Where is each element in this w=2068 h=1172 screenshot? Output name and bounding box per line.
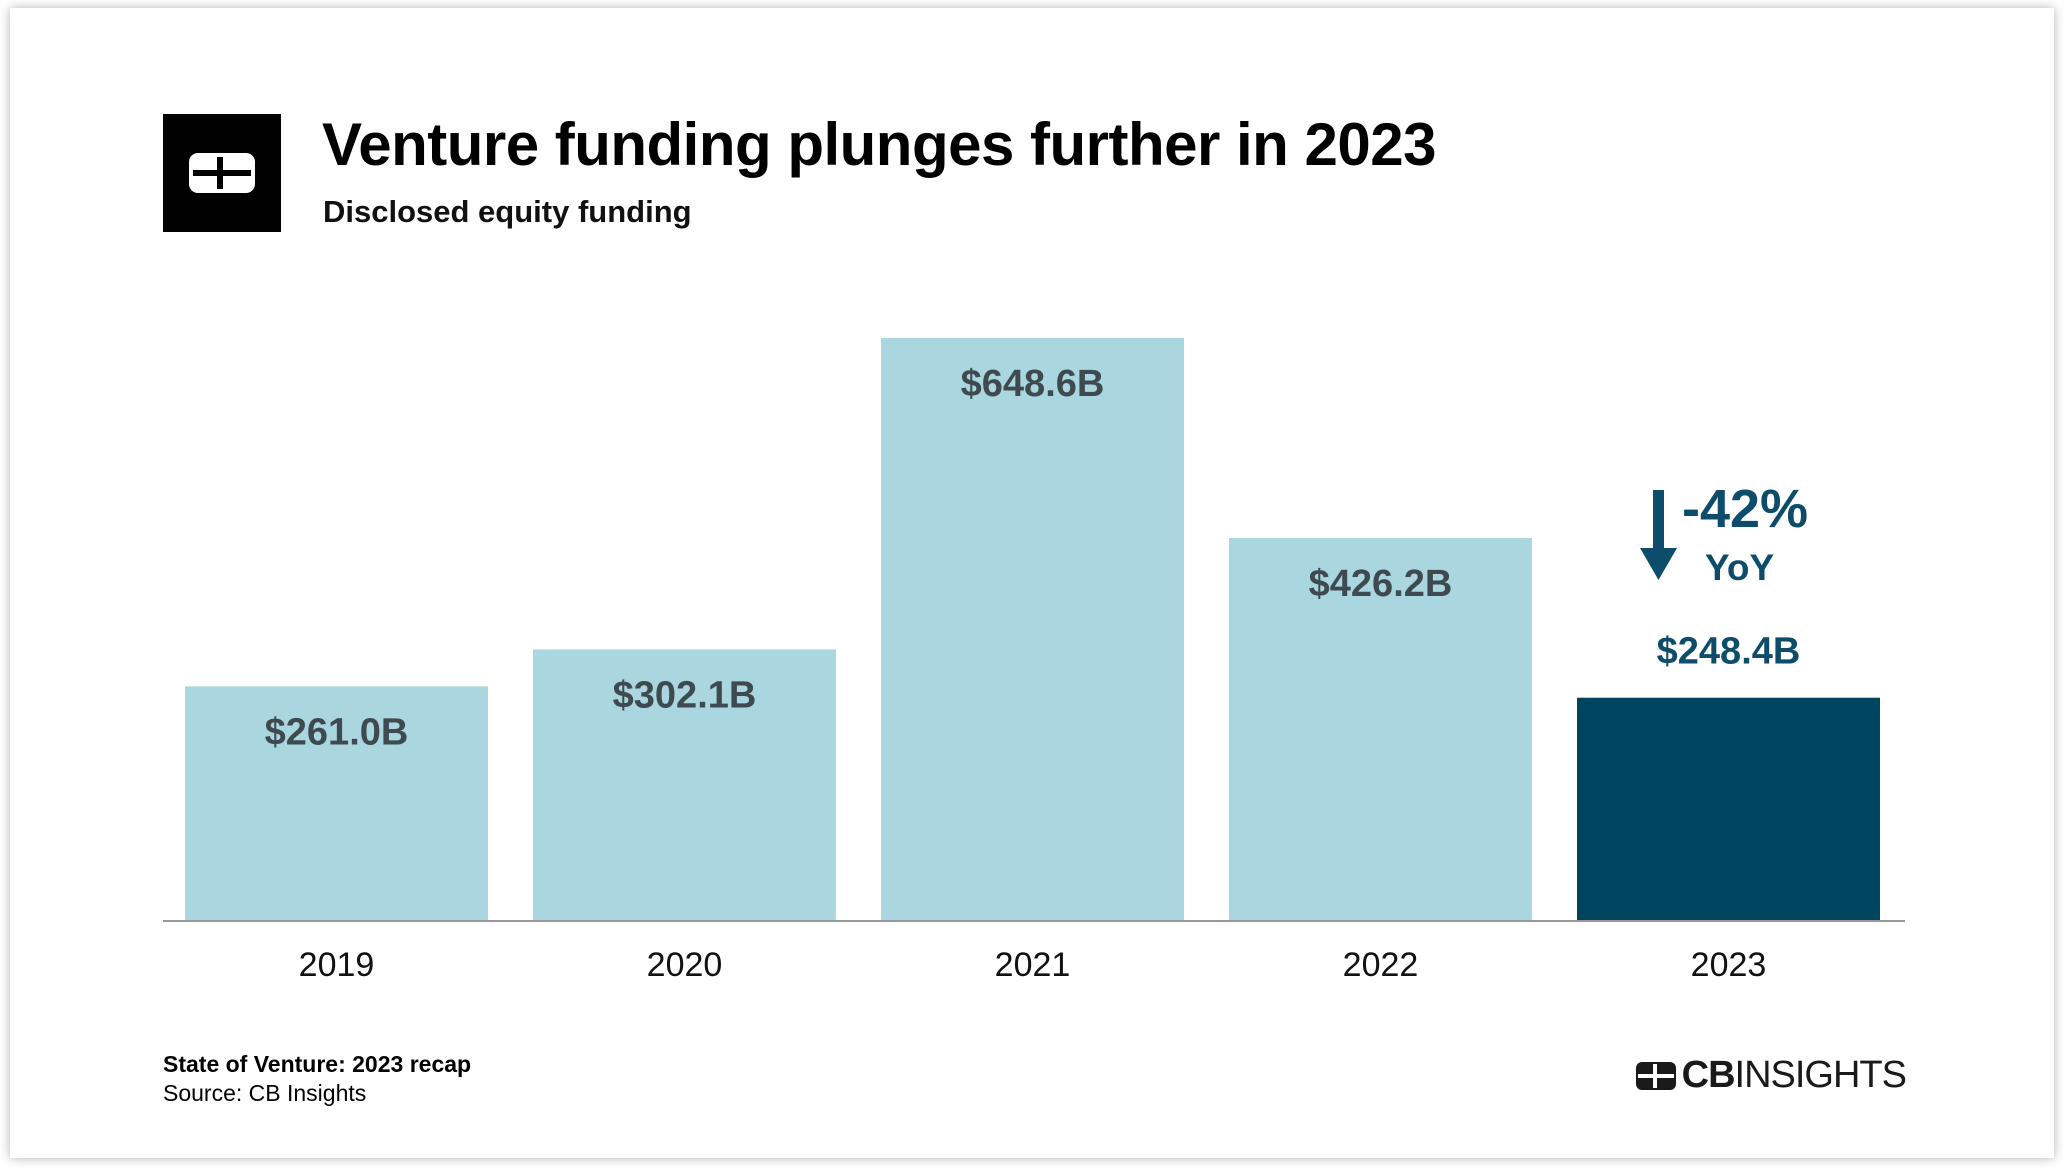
brand-logo: CB INSIGHTS <box>1635 1054 1907 1097</box>
brand-name-light: INSIGHTS <box>1734 1054 1907 1096</box>
chart-subtitle: Disclosed equity funding <box>323 194 692 229</box>
cb-mark-icon <box>1635 1061 1676 1090</box>
yoy-change-label: YoY <box>1705 547 1775 588</box>
brand-name-bold: CB <box>1681 1054 1736 1096</box>
bar-2020 <box>533 649 836 921</box>
data-label-2020: $302.1B <box>613 674 757 716</box>
data-label-2021: $648.6B <box>961 363 1105 405</box>
bar-2023 <box>1577 697 1880 921</box>
source-note: Source: CB Insights <box>163 1080 367 1106</box>
bar-2022 <box>1229 537 1532 921</box>
report-title: State of Venture: 2023 recap <box>163 1051 472 1077</box>
tick-label-2020: 2020 <box>647 946 723 984</box>
down-arrow-icon <box>1640 490 1677 580</box>
data-label-2022: $426.2B <box>1309 563 1453 605</box>
chart-title: Venture funding plunges further in 2023 <box>322 111 1436 178</box>
data-label-2023: $248.4B <box>1657 631 1801 673</box>
data-label-2019: $261.0B <box>265 711 409 753</box>
tick-label-2021: 2021 <box>995 946 1071 984</box>
tick-label-2022: 2022 <box>1343 946 1419 984</box>
tick-label-2023: 2023 <box>1691 946 1767 984</box>
cb-insights-logo-icon <box>163 114 281 232</box>
bar-2019 <box>185 686 488 921</box>
tick-label-2019: 2019 <box>299 946 375 984</box>
bar-2021 <box>881 338 1184 921</box>
yoy-change-value: -42% <box>1682 479 1808 539</box>
